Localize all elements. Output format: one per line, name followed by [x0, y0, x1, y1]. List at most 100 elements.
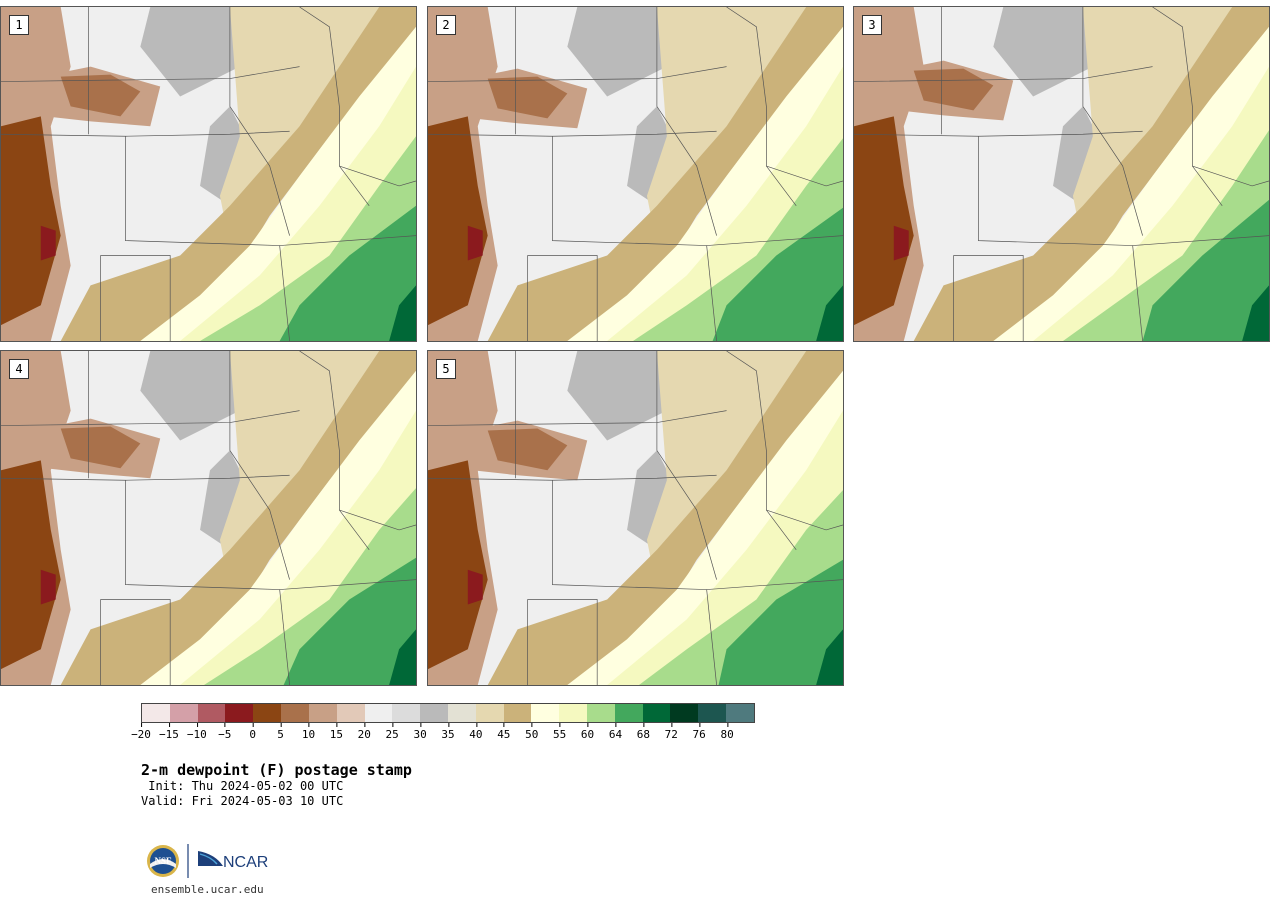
colorbar-swatch [447, 704, 476, 722]
member-panel-3: 3 [853, 6, 1270, 342]
member-panel-2: 2 [427, 6, 844, 342]
dewpoint-fill [40, 569, 56, 605]
state-boundary [339, 509, 416, 531]
dewpoint-fill [60, 426, 141, 469]
dewpoint-map [1, 7, 416, 341]
colorbar-tick-label: 80 [720, 723, 734, 741]
dewpoint-fill [718, 559, 843, 685]
chart-title: 2-m dewpoint (F) postage stamp [141, 761, 412, 779]
colorbar-swatch [225, 704, 254, 722]
colorbar-swatch [475, 704, 504, 722]
state-boundary [229, 351, 290, 580]
nsf-logo: NSF [147, 845, 179, 877]
dewpoint-fill [428, 116, 488, 326]
state-boundary [125, 480, 416, 590]
colorbar-tick-label: 0 [249, 723, 256, 741]
colorbar-swatch [142, 704, 170, 722]
dewpoint-map [1, 351, 416, 685]
dewpoint-fill [816, 285, 843, 341]
state-boundary [706, 245, 717, 341]
state-boundary [1, 130, 290, 137]
dewpoint-fill [389, 285, 416, 341]
dewpoint-fill [1, 460, 61, 670]
state-boundary [706, 589, 717, 685]
state-boundary [854, 130, 1143, 137]
colorbar-tick-label: −20 [131, 723, 151, 741]
dewpoint-fill [487, 76, 568, 119]
colorbar-swatch [559, 704, 587, 722]
dewpoint-fill [487, 7, 843, 341]
colorbar-tick-label: 5 [277, 723, 284, 741]
state-boundary [299, 7, 370, 207]
state-boundary [1, 474, 290, 481]
dewpoint-fill [428, 460, 488, 670]
colorbar-swatch [726, 704, 754, 722]
colorbar-swatch [336, 704, 365, 722]
member-panel-4: 4 [0, 350, 417, 686]
init-time: Init: Thu 2024-05-02 00 UTC [141, 779, 344, 793]
colorbar-tick-label: 55 [553, 723, 566, 741]
colorbar-tick-label: 60 [581, 723, 594, 741]
colorbar-swatch [587, 704, 615, 722]
colorbar-swatch [531, 704, 560, 722]
state-boundary [953, 255, 1024, 341]
dewpoint-fill [60, 351, 416, 685]
dewpoint-map [428, 351, 843, 685]
colorbar-swatch [642, 704, 671, 722]
state-boundary [100, 255, 171, 341]
state-boundary [978, 136, 1269, 246]
dewpoint-fill [467, 225, 483, 261]
state-boundary [125, 136, 416, 246]
colorbar-tick-label: 72 [665, 723, 678, 741]
dewpoint-fill [1142, 199, 1269, 341]
colorbar-swatch [420, 704, 448, 722]
dewpoint-map [854, 7, 1269, 341]
colorbar-tick-label: −10 [187, 723, 207, 741]
dewpoint-fill [467, 569, 483, 605]
state-boundary [726, 7, 797, 207]
colorbar-swatch [308, 704, 337, 722]
state-boundary [656, 351, 717, 580]
colorbar-tick-label: −15 [159, 723, 179, 741]
colorbar-swatch [503, 704, 532, 722]
dewpoint-fill [712, 207, 843, 341]
colorbar-tick-label: 76 [693, 723, 706, 741]
state-boundary [766, 509, 843, 531]
colorbar-tick-label: 10 [302, 723, 315, 741]
dewpoint-fill [60, 7, 416, 341]
colorbar-swatch [614, 704, 643, 722]
dewpoint-fill [913, 7, 1269, 341]
colorbar-ticks: −20 −15 −10 −5 0 5 10 15 20 25 30 35 40 45 50 55 60 64 68 7… [131, 723, 755, 743]
panel-number: 2 [436, 15, 456, 35]
member-panel-1: 1 [0, 6, 417, 342]
dewpoint-fill [816, 629, 843, 685]
colorbar-swatch [281, 704, 309, 722]
dewpoint-fill [893, 225, 909, 261]
valid-time: Valid: Fri 2024-05-03 10 UTC [141, 794, 344, 808]
colorbar-tick-label: 25 [386, 723, 399, 741]
colorbar-tick-label: −5 [218, 723, 231, 741]
dewpoint-fill [913, 68, 994, 111]
state-boundary [726, 351, 797, 551]
dewpoint-fill [487, 351, 843, 685]
logos: NSF NCAR [145, 842, 275, 880]
colorbar [141, 703, 755, 723]
state-boundary [428, 474, 717, 481]
state-boundary [100, 599, 171, 685]
state-boundary [1082, 7, 1143, 236]
colorbar-swatch [392, 704, 421, 722]
colorbar-swatch [197, 704, 226, 722]
state-boundary [527, 599, 598, 685]
nsf-text: NSF [154, 856, 172, 866]
panel-number: 4 [9, 359, 29, 379]
dewpoint-fill [283, 557, 416, 685]
state-boundary [766, 165, 843, 187]
dewpoint-fill [279, 205, 416, 341]
dewpoint-fill [487, 428, 568, 471]
colorbar-swatch [253, 704, 282, 722]
panel-number: 1 [9, 15, 29, 35]
dewpoint-fill [1242, 285, 1269, 341]
state-boundary [1192, 165, 1269, 187]
colorbar-tick-label: 68 [637, 723, 650, 741]
colorbar-swatch [698, 704, 727, 722]
